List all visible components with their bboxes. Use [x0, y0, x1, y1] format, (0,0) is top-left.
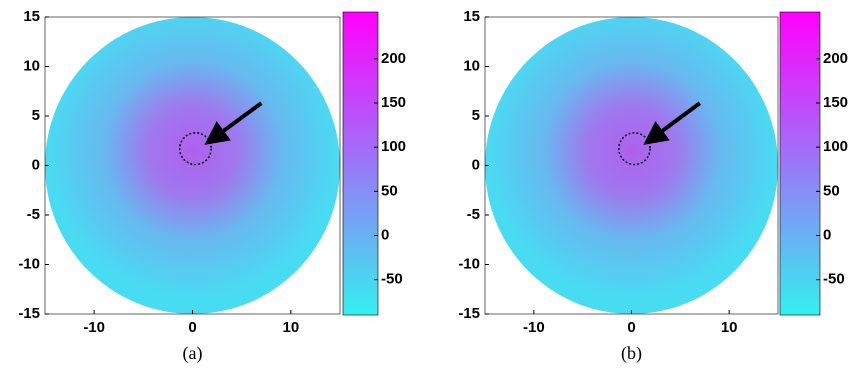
y-tick-label: -10 — [458, 255, 480, 272]
y-tick-label: -5 — [27, 206, 40, 223]
x-tick-label: -10 — [523, 319, 545, 336]
colorbar-tick-label: 100 — [381, 138, 406, 155]
y-tick-label: 15 — [23, 8, 40, 25]
x-tick-label: 10 — [282, 319, 299, 336]
y-tick-label: 5 — [32, 107, 40, 124]
colorbar-tick-label: 50 — [381, 182, 398, 199]
arrow — [643, 101, 702, 145]
y-tick-label: -10 — [18, 255, 40, 272]
y-tick-label: 5 — [472, 107, 480, 124]
y-tick-label: -5 — [467, 206, 480, 223]
x-tick-label: 10 — [721, 319, 738, 336]
colorbar-tick-label: 150 — [381, 94, 406, 111]
colorbar-tick-label: 50 — [823, 182, 840, 199]
colorbar-tick-label: -50 — [823, 271, 845, 288]
colorbar-tick-label: 200 — [381, 50, 406, 67]
y-tick-label: 0 — [472, 156, 480, 173]
heatmap-disk — [45, 17, 340, 314]
y-tick-label: 10 — [23, 57, 40, 74]
colorbar-tick-label: -50 — [381, 271, 403, 288]
caption: (b) — [621, 343, 642, 364]
colorbar-tick-label: 0 — [823, 226, 831, 243]
marker-circle — [178, 132, 212, 166]
colorbar — [779, 11, 821, 316]
caption: (a) — [183, 343, 203, 364]
colorbar-tick-label: 150 — [823, 94, 848, 111]
colorbar-tick-label: 0 — [381, 226, 389, 243]
colorbar-tick-label: 100 — [823, 138, 848, 155]
marker-circle — [618, 132, 651, 166]
y-tick-label: -15 — [18, 305, 40, 322]
y-tick-label: 0 — [32, 156, 40, 173]
colorbar-tick-label: 200 — [823, 50, 848, 67]
x-tick-label: -10 — [83, 319, 105, 336]
arrow — [204, 101, 263, 145]
y-tick-label: -15 — [458, 305, 480, 322]
y-tick-label: 10 — [463, 57, 480, 74]
y-tick-label: 15 — [463, 8, 480, 25]
colorbar — [342, 11, 379, 316]
x-tick-label: 0 — [188, 319, 196, 336]
heatmap-disk — [485, 17, 778, 314]
x-tick-label: 0 — [627, 319, 635, 336]
